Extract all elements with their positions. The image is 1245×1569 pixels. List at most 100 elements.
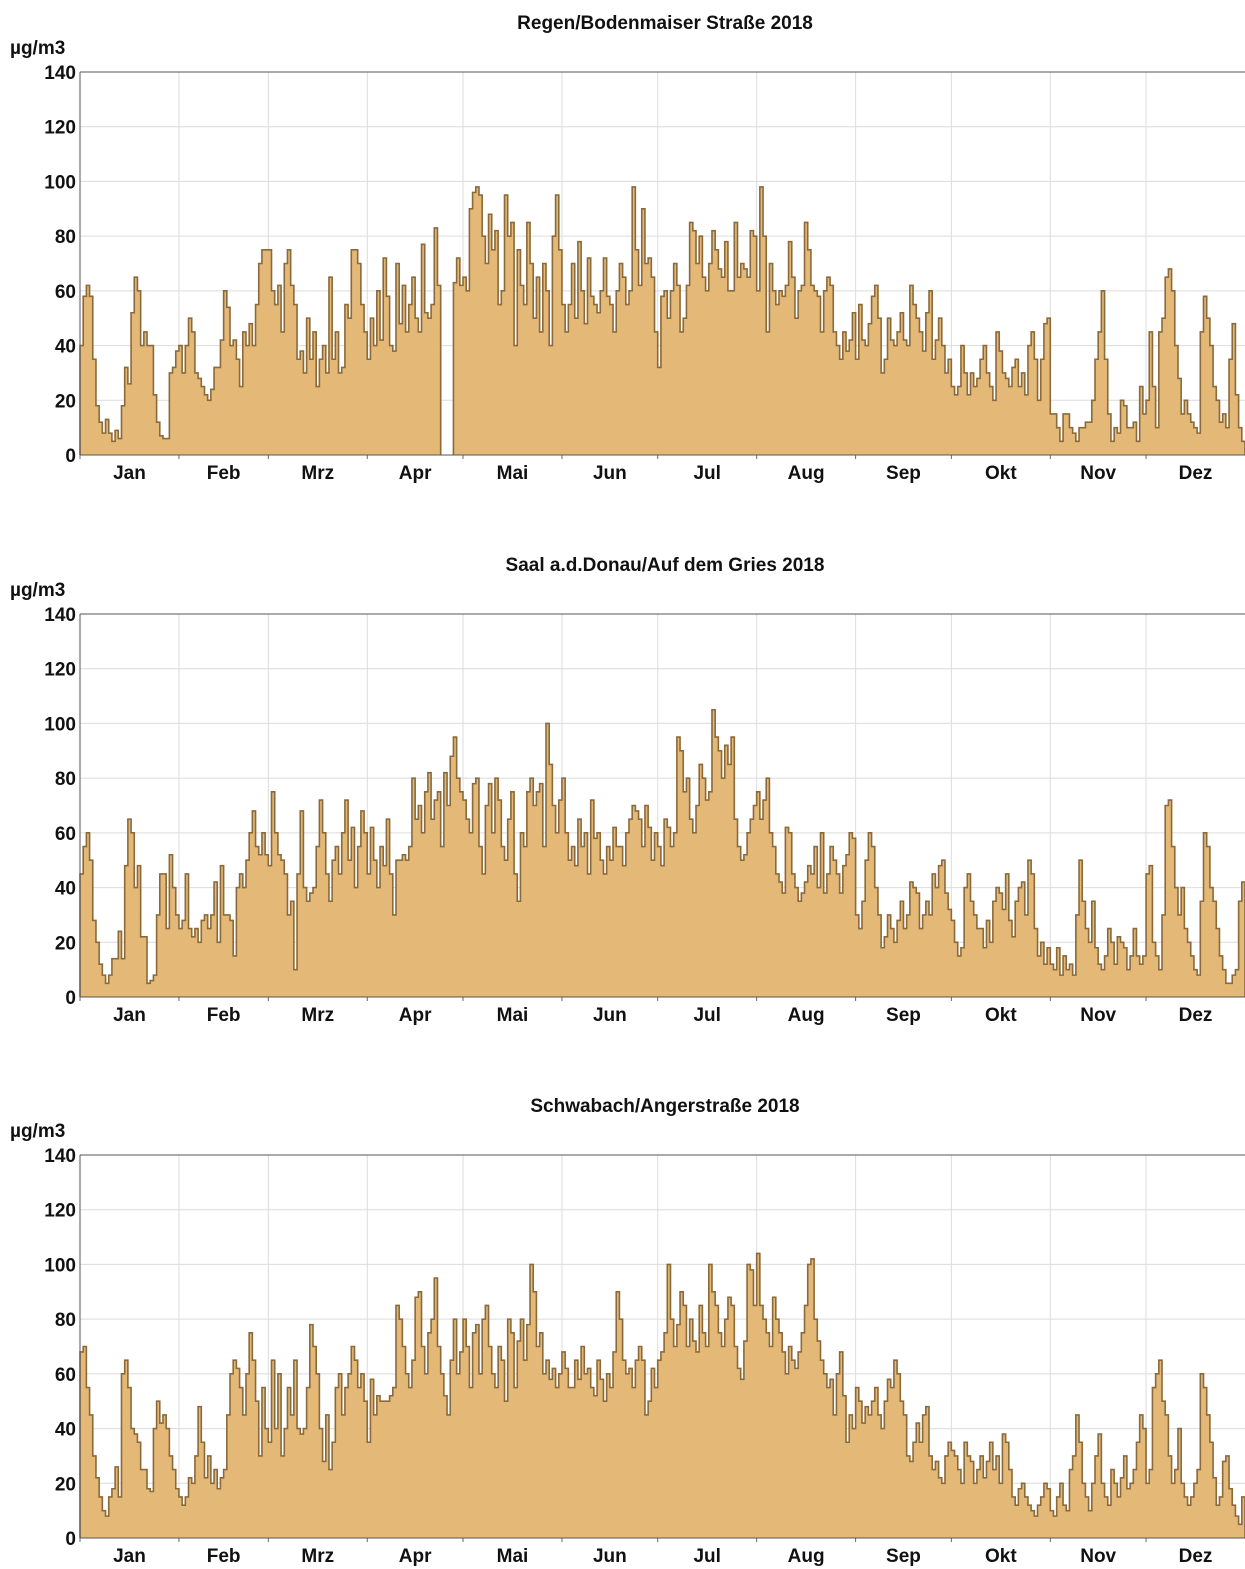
day-bar — [1168, 1455, 1172, 1538]
day-bar — [600, 290, 604, 455]
day-bar — [147, 345, 151, 455]
day-bar — [115, 430, 119, 455]
day-bar — [1222, 969, 1227, 997]
day-bar — [973, 914, 978, 997]
day-bar — [453, 737, 458, 997]
day-bar — [973, 1483, 978, 1538]
day-bar — [743, 268, 748, 455]
day-bar — [1059, 1483, 1064, 1538]
day-bar — [204, 1477, 209, 1538]
x-tick-label: Feb — [207, 1546, 241, 1567]
y-tick-label: 20 — [55, 933, 76, 954]
day-bar — [1091, 1483, 1096, 1538]
day-bar — [769, 263, 774, 455]
day-bar — [447, 1414, 451, 1538]
day-bar — [654, 331, 659, 455]
day-bar — [405, 331, 410, 455]
day-bar — [877, 1414, 882, 1538]
day-bar — [555, 1387, 560, 1538]
day-bar — [986, 1461, 991, 1538]
day-bar — [1110, 1469, 1115, 1538]
day-bar — [1104, 955, 1109, 997]
day-bar — [134, 1434, 138, 1538]
day-bar — [265, 854, 269, 997]
day-bar — [453, 1319, 458, 1538]
day-bar — [817, 296, 821, 455]
day-bar — [657, 846, 662, 997]
day-bar — [565, 1368, 569, 1538]
day-bar — [332, 359, 336, 455]
day-bar — [542, 846, 547, 997]
day-bar — [92, 920, 97, 997]
day-bar — [287, 914, 292, 997]
x-tick-label: Jul — [693, 1005, 720, 1026]
day-bar — [526, 1324, 531, 1538]
day-bar — [1123, 947, 1128, 997]
x-tick-label: Okt — [985, 1546, 1017, 1567]
day-bar — [172, 1469, 177, 1538]
day-bar — [881, 1428, 885, 1538]
day-bar — [772, 1297, 777, 1538]
day-bar — [389, 1395, 394, 1538]
day-bar — [86, 285, 90, 455]
day-bar — [660, 865, 665, 997]
day-bar — [437, 285, 442, 455]
day-bar — [360, 1373, 365, 1538]
day-bar — [785, 285, 789, 455]
day-bar — [996, 887, 1000, 997]
day-bar — [737, 1368, 742, 1538]
day-bar — [431, 819, 435, 997]
day-bar — [367, 873, 371, 997]
day-bar — [689, 1319, 694, 1538]
day-bar — [635, 249, 639, 455]
day-bar — [143, 331, 148, 455]
day-bar — [852, 1428, 857, 1538]
day-bar — [376, 1395, 381, 1538]
day-bar — [957, 1469, 962, 1538]
x-tick-label: Jun — [593, 1005, 627, 1026]
day-bar — [692, 832, 697, 997]
day-bar — [536, 791, 541, 997]
day-bar — [156, 1401, 161, 1538]
day-bar — [265, 1428, 269, 1538]
day-bar — [964, 1442, 968, 1538]
day-bar — [715, 737, 719, 997]
day-bar — [980, 359, 984, 455]
day-bar — [817, 887, 821, 997]
day-bar — [411, 778, 416, 997]
day-bar — [127, 1387, 132, 1538]
day-bar — [415, 819, 419, 997]
y-tick-label: 140 — [44, 63, 76, 84]
chart-title: Saal a.d.Donau/Auf dem Gries 2018 — [506, 555, 825, 576]
day-bar — [1027, 345, 1032, 455]
day-bar — [520, 832, 525, 997]
day-bar — [1130, 1483, 1134, 1538]
day-bar — [1213, 1477, 1217, 1538]
day-bar — [1024, 914, 1029, 997]
day-bar — [1136, 441, 1141, 455]
day-bar — [124, 367, 129, 455]
y-tick-label: 60 — [55, 1365, 76, 1386]
day-bar — [916, 318, 920, 455]
day-bar — [459, 1351, 464, 1538]
day-bar — [389, 345, 394, 455]
day-bar — [644, 805, 649, 997]
day-bar — [986, 372, 991, 455]
day-bar — [1015, 1505, 1019, 1538]
day-bar — [561, 1351, 566, 1538]
day-bar — [517, 901, 521, 997]
day-bar — [95, 1477, 100, 1538]
day-bar — [944, 893, 949, 997]
y-tick-label: 120 — [44, 660, 76, 681]
day-bar — [364, 331, 368, 455]
day-bar — [459, 285, 464, 455]
day-bar — [217, 1488, 221, 1538]
day-bar — [597, 312, 601, 455]
x-tick-label: Mai — [497, 1546, 529, 1567]
day-bar — [507, 236, 512, 455]
day-bar — [191, 936, 196, 997]
day-bar — [530, 778, 534, 997]
day-bar — [858, 304, 863, 455]
x-tick-label: Nov — [1080, 1546, 1116, 1567]
day-bar — [373, 1414, 378, 1538]
